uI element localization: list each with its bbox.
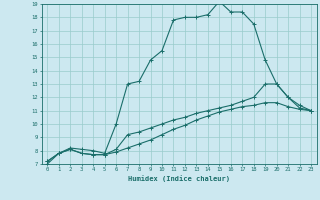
- X-axis label: Humidex (Indice chaleur): Humidex (Indice chaleur): [128, 175, 230, 182]
